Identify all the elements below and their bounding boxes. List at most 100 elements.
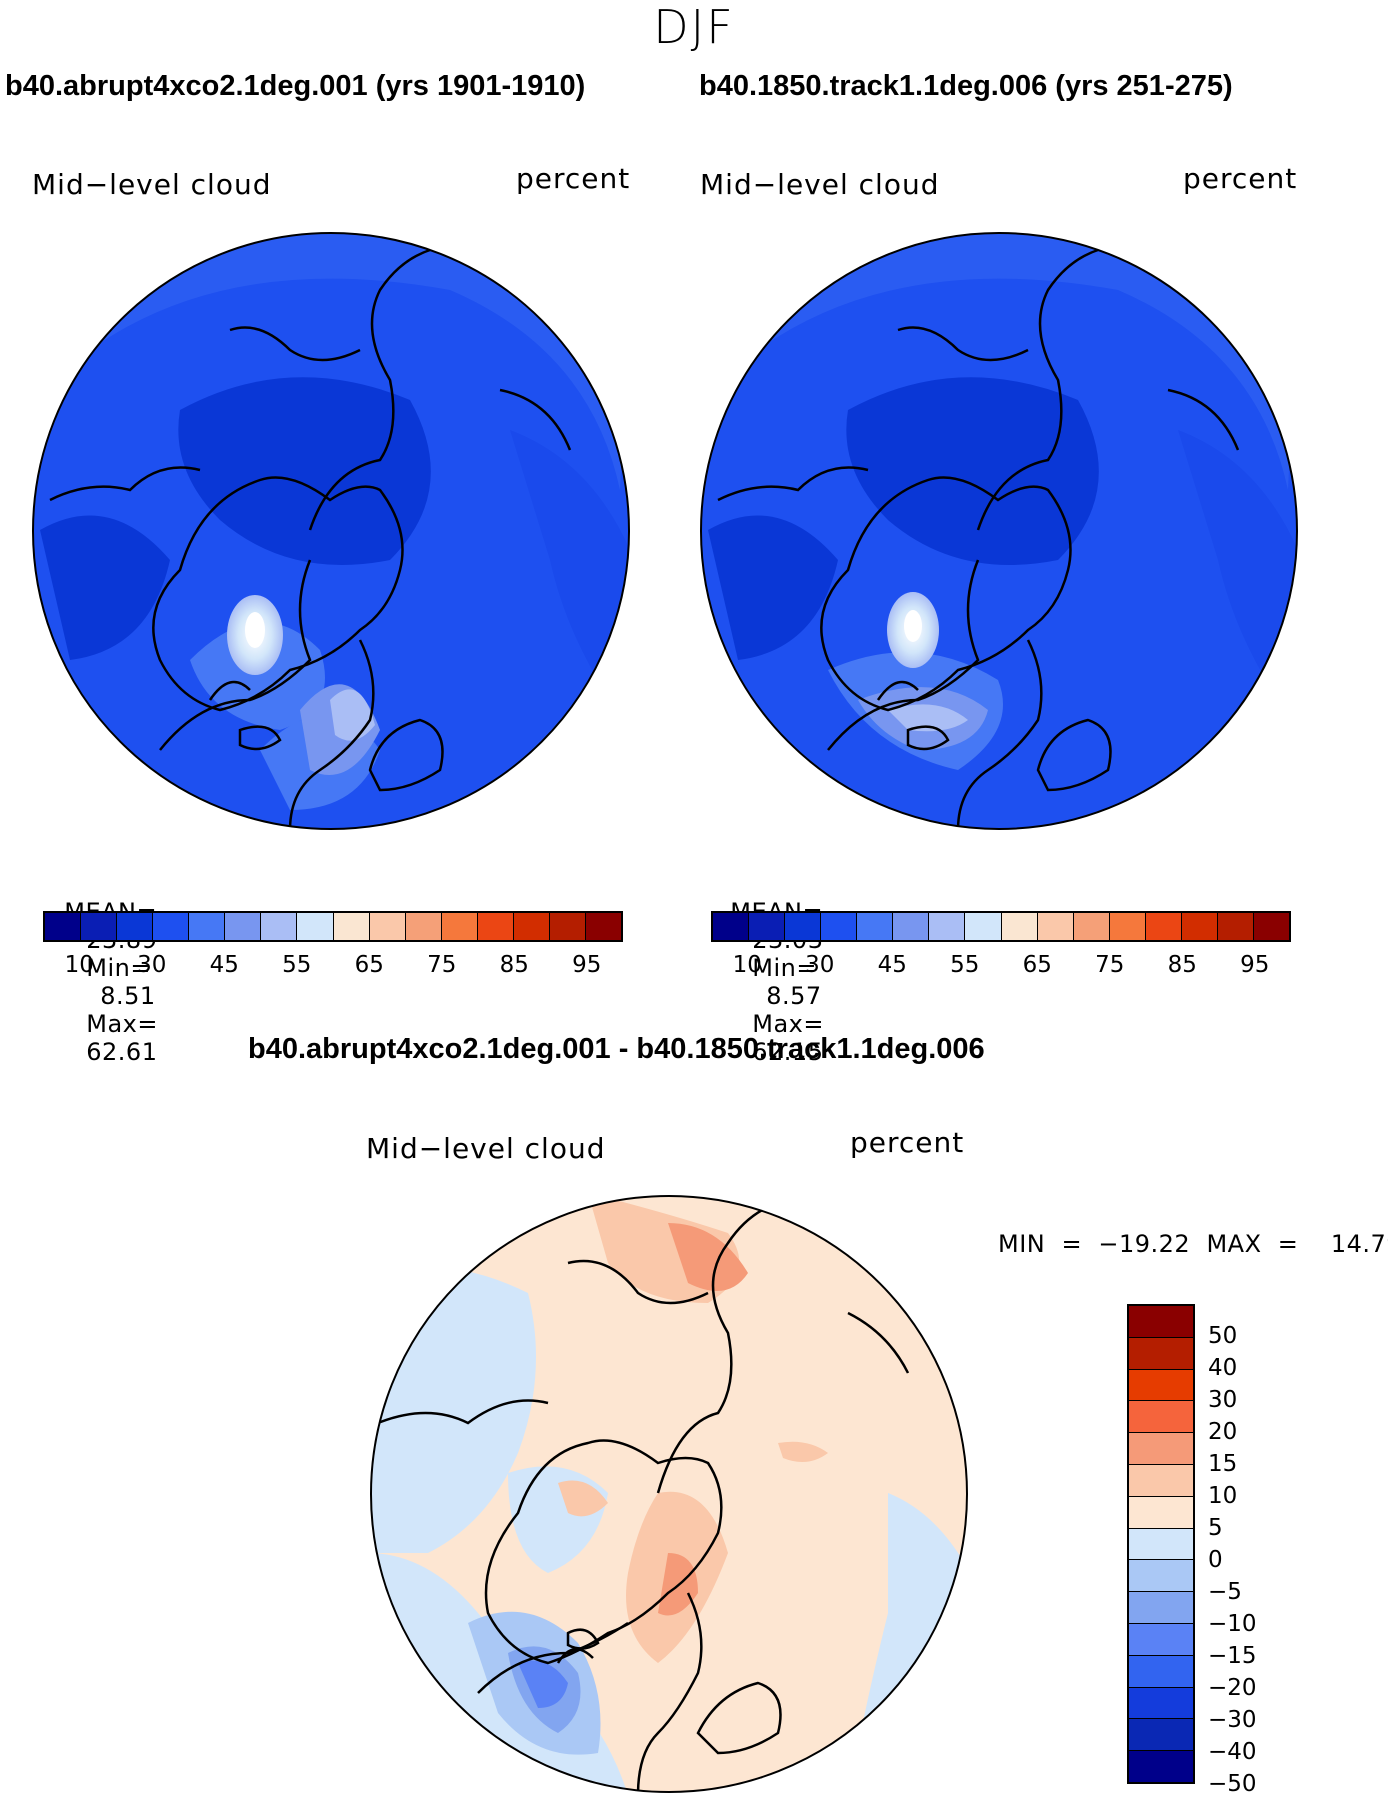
- colorbar-tick-label: 20: [1208, 1419, 1238, 1445]
- colorbar-segment: [153, 913, 190, 940]
- colorbar-segment: [1129, 1719, 1193, 1752]
- colorbar-segment: [1109, 913, 1146, 940]
- colorbar-segment: [1129, 1751, 1193, 1782]
- colorbar-segment: [1001, 913, 1038, 940]
- colorbar-tick-label: 0: [1208, 1547, 1223, 1573]
- colorbar-tick-label: 75: [427, 952, 457, 978]
- diff-minmax: MIN = −19.22 MAX = 14.79: [998, 1230, 1388, 1258]
- colorbar-segment: [929, 913, 966, 940]
- colorbar-tick-label: −10: [1208, 1611, 1257, 1637]
- colorbar-segment: [1129, 1464, 1193, 1497]
- colorbar-segment: [1129, 1592, 1193, 1624]
- colorbar-segment: [1145, 913, 1182, 940]
- map-diff-polar-plot: [370, 1195, 968, 1793]
- colorbar-segment: [965, 913, 1002, 940]
- colorbar-tick-label: 50: [1208, 1323, 1238, 1349]
- colorbar-segment: [441, 913, 478, 940]
- colorbar-segment: [189, 913, 226, 940]
- colorbar-left: [43, 911, 623, 942]
- colorbar-tick-label: 95: [572, 952, 602, 978]
- colorbar-segment: [1129, 1369, 1193, 1402]
- colorbar-tick-label: 10: [732, 952, 762, 978]
- colorbar-segment: [1217, 913, 1254, 940]
- colorbar-right-ticks: 10 30 45 55 65 75 85 95: [711, 952, 1291, 982]
- colorbar-tick-label: 85: [1167, 952, 1197, 978]
- colorbar-tick-label: 65: [1022, 952, 1052, 978]
- colorbar-segment: [1129, 1687, 1193, 1720]
- colorbar-tick-label: −40: [1208, 1739, 1257, 1765]
- colorbar-tick-label: −15: [1208, 1643, 1257, 1669]
- colorbar-segment: [1129, 1337, 1193, 1370]
- colorbar-segment: [1129, 1401, 1193, 1434]
- colorbar-segment: [477, 913, 514, 940]
- colorbar-segment: [117, 913, 154, 940]
- colorbar-segment: [893, 913, 930, 940]
- colorbar-segment: [45, 913, 82, 940]
- figure-title: DJF: [653, 0, 735, 54]
- panel-right-variable-label: Mid−level cloud: [700, 168, 940, 201]
- panel-left-max-value: 62.61: [86, 1038, 158, 1066]
- colorbar-tick-label: 45: [877, 952, 907, 978]
- colorbar-tick-label: 95: [1240, 952, 1270, 978]
- colorbar-tick-label: −20: [1208, 1675, 1257, 1701]
- panel-right-case-title: b40.1850.track1.1deg.006 (yrs 251-275): [699, 70, 1233, 102]
- colorbar-tick-label: 15: [1208, 1451, 1238, 1477]
- panel-left-case-title: b40.abrupt4xco2.1deg.001 (yrs 1901-1910): [5, 70, 586, 102]
- colorbar-segment: [297, 913, 334, 940]
- colorbar-segment: [1129, 1433, 1193, 1465]
- panel-left-units-label: percent: [516, 162, 631, 195]
- colorbar-left-ticks: 10 30 45 55 65 75 85 95: [43, 952, 623, 982]
- panel-right-min-value: 8.57: [766, 982, 822, 1010]
- colorbar-tick-label: 30: [805, 952, 835, 978]
- colorbar-tick-label: 85: [499, 952, 529, 978]
- colorbar-segment: [1129, 1528, 1193, 1561]
- colorbar-diff: [1127, 1304, 1195, 1784]
- colorbar-tick-label: 55: [950, 952, 980, 978]
- colorbar-tick-label: 10: [64, 952, 94, 978]
- colorbar-right: [711, 911, 1291, 942]
- diff-units-label: percent: [850, 1126, 965, 1159]
- colorbar-segment: [333, 913, 370, 940]
- panel-left-variable-label: Mid−level cloud: [32, 168, 272, 201]
- colorbar-segment: [549, 913, 586, 940]
- diff-panel-title: b40.abrupt4xco2.1deg.001 - b40.1850.trac…: [248, 1033, 985, 1065]
- colorbar-segment: [261, 913, 298, 940]
- colorbar-tick-label: 75: [1095, 952, 1125, 978]
- colorbar-segment: [1073, 913, 1110, 940]
- colorbar-segment: [1253, 913, 1289, 940]
- colorbar-tick-label: 30: [1208, 1387, 1238, 1413]
- colorbar-tick-label: 55: [282, 952, 312, 978]
- colorbar-tick-label: −50: [1208, 1771, 1257, 1797]
- diff-variable-label: Mid−level cloud: [366, 1132, 606, 1165]
- map-right-polar-plot: [700, 232, 1298, 830]
- colorbar-tick-label: −5: [1208, 1579, 1242, 1605]
- colorbar-segment: [749, 913, 786, 940]
- panel-right-units-label: percent: [1183, 162, 1298, 195]
- colorbar-segment: [1129, 1623, 1193, 1656]
- colorbar-tick-label: 10: [1208, 1483, 1238, 1509]
- panel-right-min-label: Min=: [752, 954, 817, 982]
- colorbar-diff-ticks: 50 40 30 20 15 10 5 0 −5 −10 −15 −20 −30 −40 −50: [1208, 1304, 1278, 1797]
- colorbar-segment: [81, 913, 118, 940]
- colorbar-segment: [1129, 1306, 1193, 1338]
- panel-right-max-value: 62.15: [752, 1038, 824, 1066]
- colorbar-segment: [857, 913, 894, 940]
- colorbar-tick-label: 65: [354, 952, 384, 978]
- colorbar-tick-label: 45: [209, 952, 239, 978]
- panel-left-max-label: Max=: [86, 1010, 158, 1038]
- colorbar-segment: [1181, 913, 1218, 940]
- colorbar-tick-label: 40: [1208, 1355, 1238, 1381]
- colorbar-segment: [1037, 913, 1074, 940]
- colorbar-segment: [1129, 1496, 1193, 1529]
- colorbar-segment: [1129, 1560, 1193, 1593]
- panel-left-min-label: Min=: [86, 954, 151, 982]
- colorbar-segment: [225, 913, 262, 940]
- colorbar-segment: [785, 913, 822, 940]
- colorbar-segment: [821, 913, 858, 940]
- colorbar-segment: [405, 913, 442, 940]
- colorbar-tick-label: 30: [137, 952, 167, 978]
- colorbar-segment: [713, 913, 750, 940]
- colorbar-tick-label: −30: [1208, 1707, 1257, 1733]
- panel-right-max-label: Max=: [752, 1010, 824, 1038]
- colorbar-segment: [1129, 1655, 1193, 1688]
